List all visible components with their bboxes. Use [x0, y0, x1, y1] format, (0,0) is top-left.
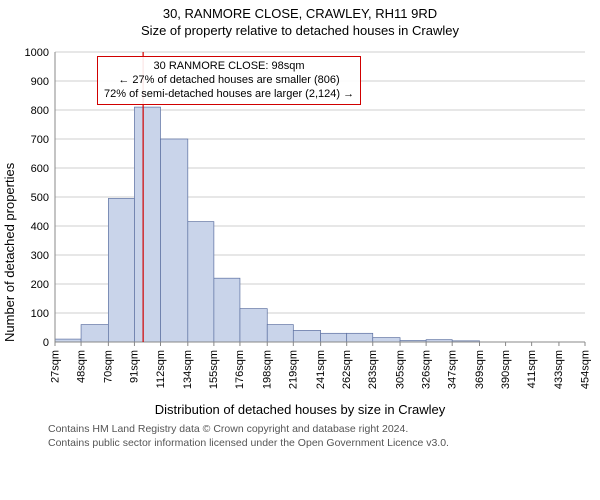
histogram-bar — [108, 198, 134, 342]
attribution-text: Contains HM Land Registry data © Crown c… — [0, 417, 600, 450]
svg-text:241sqm: 241sqm — [315, 350, 327, 389]
attribution-line-2: Contains public sector information licen… — [48, 437, 590, 451]
attribution-line-1: Contains HM Land Registry data © Crown c… — [48, 423, 590, 437]
histogram-bar — [188, 222, 214, 342]
chart-title-sub: Size of property relative to detached ho… — [0, 21, 600, 42]
svg-text:1000: 1000 — [25, 47, 49, 59]
svg-text:411sqm: 411sqm — [526, 350, 538, 388]
svg-text:155sqm: 155sqm — [208, 350, 220, 389]
svg-text:176sqm: 176sqm — [234, 350, 246, 389]
svg-text:300: 300 — [31, 250, 49, 262]
svg-text:400: 400 — [31, 221, 49, 233]
histogram-bar — [161, 139, 188, 342]
svg-text:27sqm: 27sqm — [49, 350, 61, 383]
chart-container: Number of detached properties 0 100 200 300… — [0, 42, 600, 402]
histogram-bar — [214, 278, 240, 342]
annotation-line-1: 30 RANMORE CLOSE: 98sqm — [104, 60, 354, 74]
svg-text:100: 100 — [31, 308, 49, 320]
svg-text:112sqm: 112sqm — [155, 350, 167, 388]
svg-text:70sqm: 70sqm — [103, 350, 115, 383]
svg-text:48sqm: 48sqm — [75, 350, 87, 383]
property-annotation-box: 30 RANMORE CLOSE: 98sqm ← 27% of detache… — [97, 56, 361, 105]
svg-text:433sqm: 433sqm — [553, 350, 565, 389]
histogram-bar — [267, 325, 293, 342]
svg-text:347sqm: 347sqm — [446, 350, 458, 389]
svg-text:390sqm: 390sqm — [500, 350, 512, 389]
svg-text:600: 600 — [31, 163, 49, 175]
svg-text:369sqm: 369sqm — [474, 350, 486, 389]
x-axis-label: Distribution of detached houses by size … — [0, 402, 600, 417]
svg-text:454sqm: 454sqm — [579, 350, 591, 389]
svg-text:700: 700 — [31, 134, 49, 146]
histogram-bar — [373, 338, 400, 342]
svg-text:219sqm: 219sqm — [288, 350, 300, 389]
histogram-bar — [134, 107, 160, 342]
histogram-bar — [81, 325, 108, 342]
annotation-line-2: ← 27% of detached houses are smaller (80… — [104, 74, 354, 88]
y-axis-label: Number of detached properties — [2, 163, 17, 342]
svg-text:283sqm: 283sqm — [367, 350, 379, 389]
svg-text:0: 0 — [43, 337, 49, 349]
histogram-bar — [321, 333, 347, 342]
svg-text:262sqm: 262sqm — [341, 350, 353, 389]
svg-text:198sqm: 198sqm — [262, 350, 274, 389]
svg-text:134sqm: 134sqm — [182, 350, 194, 389]
histogram-bar — [347, 333, 373, 342]
chart-title-main: 30, RANMORE CLOSE, CRAWLEY, RH11 9RD — [0, 0, 600, 21]
svg-text:900: 900 — [31, 76, 49, 88]
svg-text:800: 800 — [31, 105, 49, 117]
svg-text:500: 500 — [31, 192, 49, 204]
svg-text:200: 200 — [31, 279, 49, 291]
svg-text:326sqm: 326sqm — [420, 350, 432, 389]
svg-text:91sqm: 91sqm — [129, 350, 141, 383]
histogram-bar — [240, 309, 267, 342]
annotation-line-3: 72% of semi-detached houses are larger (… — [104, 88, 354, 102]
svg-text:305sqm: 305sqm — [394, 350, 406, 389]
histogram-bar — [293, 330, 320, 342]
